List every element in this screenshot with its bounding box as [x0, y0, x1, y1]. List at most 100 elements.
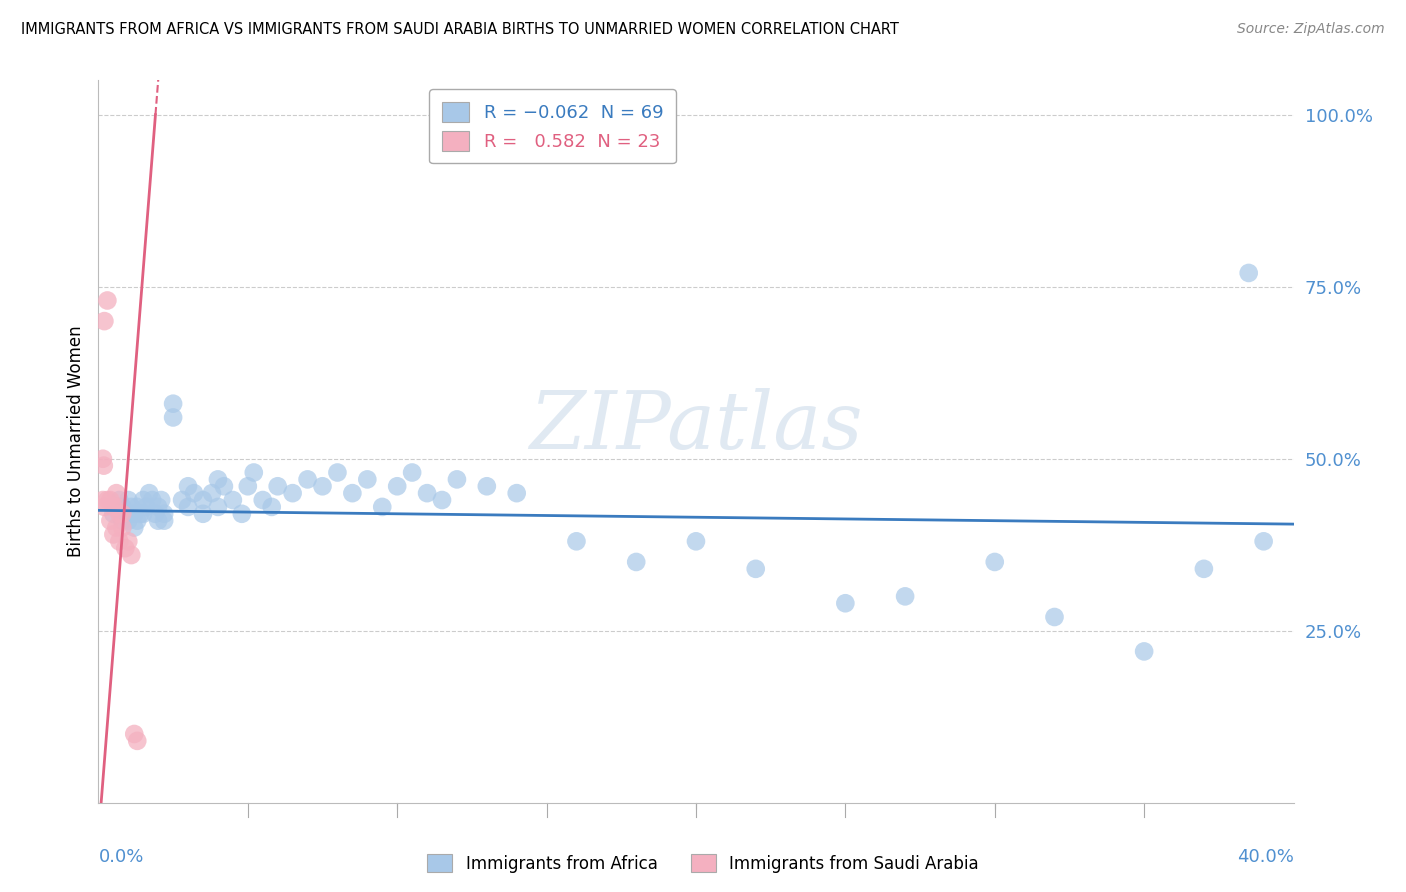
Point	[114, 507, 136, 521]
Point	[207, 500, 229, 514]
Point	[153, 514, 176, 528]
Point	[124, 520, 146, 534]
Point	[446, 472, 468, 486]
Point	[108, 493, 131, 508]
Point	[93, 314, 115, 328]
Point	[342, 486, 364, 500]
Point	[117, 514, 139, 528]
Point	[201, 486, 224, 500]
Point	[162, 397, 184, 411]
Point	[117, 534, 139, 549]
Point	[745, 562, 768, 576]
Point	[212, 479, 235, 493]
Point	[191, 507, 214, 521]
Text: 0.0%: 0.0%	[98, 847, 143, 865]
Point	[124, 727, 146, 741]
Point	[222, 493, 245, 508]
Point	[96, 293, 118, 308]
Point	[150, 493, 173, 508]
Point	[356, 472, 378, 486]
Point	[148, 514, 170, 528]
Point	[111, 500, 134, 514]
Point	[506, 486, 529, 500]
Point	[93, 500, 115, 514]
Point	[103, 527, 125, 541]
Point	[1192, 562, 1215, 576]
Point	[132, 493, 155, 508]
Text: 40.0%: 40.0%	[1237, 847, 1294, 865]
Point	[129, 507, 152, 521]
Point	[834, 596, 856, 610]
Point	[98, 493, 122, 508]
Point	[108, 534, 131, 549]
Point	[143, 507, 166, 521]
Point	[105, 520, 128, 534]
Legend: Immigrants from Africa, Immigrants from Saudi Arabia: Immigrants from Africa, Immigrants from …	[420, 847, 986, 880]
Point	[120, 548, 142, 562]
Point	[105, 500, 128, 514]
Point	[1237, 266, 1260, 280]
Point	[114, 541, 136, 556]
Text: IMMIGRANTS FROM AFRICA VS IMMIGRANTS FROM SAUDI ARABIA BIRTHS TO UNMARRIED WOMEN: IMMIGRANTS FROM AFRICA VS IMMIGRANTS FRO…	[21, 22, 898, 37]
Point	[416, 486, 439, 500]
Point	[385, 479, 409, 493]
Point	[127, 734, 149, 748]
Point	[236, 479, 259, 493]
Point	[984, 555, 1007, 569]
Point	[91, 493, 114, 508]
Point	[565, 534, 588, 549]
Point	[267, 479, 290, 493]
Point	[1253, 534, 1275, 549]
Point	[252, 493, 274, 508]
Point	[281, 486, 304, 500]
Point	[1133, 644, 1156, 658]
Point	[105, 486, 128, 500]
Point	[93, 458, 115, 473]
Legend: R = −0.062  N = 69, R =   0.582  N = 23: R = −0.062 N = 69, R = 0.582 N = 23	[429, 89, 676, 163]
Point	[183, 486, 205, 500]
Point	[138, 486, 160, 500]
Point	[103, 507, 125, 521]
Point	[894, 590, 917, 604]
Point	[117, 493, 139, 508]
Point	[401, 466, 423, 480]
Point	[111, 520, 134, 534]
Point	[108, 507, 131, 521]
Point	[127, 500, 149, 514]
Text: Source: ZipAtlas.com: Source: ZipAtlas.com	[1237, 22, 1385, 37]
Point	[685, 534, 707, 549]
Point	[148, 500, 170, 514]
Point	[111, 514, 134, 528]
Point	[103, 500, 125, 514]
Point	[120, 500, 142, 514]
Point	[162, 410, 184, 425]
Point	[207, 472, 229, 486]
Point	[91, 451, 114, 466]
Point	[326, 466, 349, 480]
Point	[127, 514, 149, 528]
Point	[111, 507, 134, 521]
Point	[243, 466, 266, 480]
Point	[177, 479, 200, 493]
Point	[191, 493, 214, 508]
Point	[141, 493, 163, 508]
Text: ZIPatlas: ZIPatlas	[529, 388, 863, 466]
Point	[371, 500, 394, 514]
Point	[177, 500, 200, 514]
Point	[172, 493, 194, 508]
Point	[96, 493, 118, 508]
Point	[1043, 610, 1066, 624]
Point	[626, 555, 648, 569]
Point	[132, 507, 155, 521]
Point	[135, 500, 157, 514]
Point	[124, 507, 146, 521]
Point	[260, 500, 283, 514]
Point	[153, 507, 176, 521]
Point	[475, 479, 498, 493]
Point	[231, 507, 253, 521]
Point	[297, 472, 319, 486]
Point	[430, 493, 453, 508]
Point	[311, 479, 333, 493]
Y-axis label: Births to Unmarried Women: Births to Unmarried Women	[66, 326, 84, 558]
Point	[98, 514, 122, 528]
